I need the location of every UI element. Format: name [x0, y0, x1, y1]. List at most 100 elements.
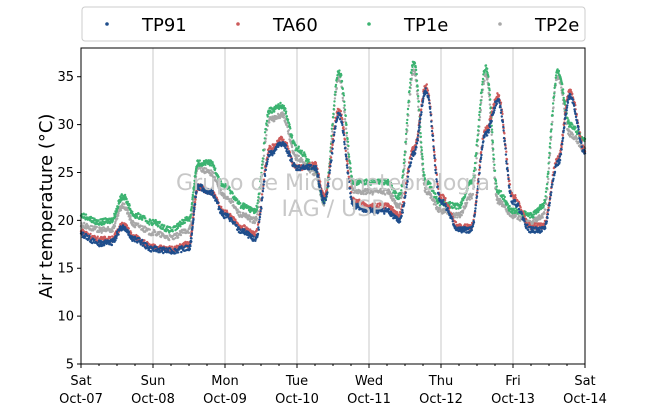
data-point	[465, 204, 468, 207]
data-point	[421, 162, 425, 165]
data-point	[257, 228, 260, 231]
data-point	[480, 88, 484, 92]
data-point	[151, 233, 155, 237]
data-point	[551, 110, 554, 113]
data-point	[477, 118, 481, 122]
data-point	[479, 103, 482, 106]
data-point	[256, 213, 259, 216]
data-point	[415, 79, 419, 82]
data-point	[389, 181, 393, 185]
data-point	[297, 145, 300, 148]
data-point	[417, 95, 420, 98]
data-point	[575, 137, 579, 141]
data-point	[228, 186, 231, 189]
data-point	[477, 125, 480, 128]
data-point	[343, 111, 346, 114]
data-point	[188, 219, 191, 222]
data-point	[346, 166, 349, 169]
data-point	[492, 153, 495, 156]
data-point	[256, 199, 260, 202]
data-point	[419, 135, 423, 138]
data-point	[547, 177, 550, 181]
data-point	[331, 130, 334, 133]
data-point	[403, 158, 406, 161]
data-point	[432, 189, 435, 193]
data-point	[549, 138, 553, 141]
data-point	[456, 216, 459, 219]
data-point	[544, 190, 548, 193]
data-point	[265, 119, 269, 123]
data-point	[333, 93, 337, 96]
data-point	[308, 171, 312, 174]
data-point	[574, 135, 578, 138]
data-point	[566, 117, 569, 120]
data-point	[263, 137, 266, 140]
data-point	[409, 77, 412, 81]
data-point	[314, 165, 318, 168]
data-point	[548, 154, 551, 157]
data-point	[553, 92, 556, 95]
data-point	[465, 191, 468, 195]
data-point	[462, 199, 465, 202]
data-point	[406, 113, 409, 116]
data-point	[189, 244, 192, 248]
data-point	[333, 100, 336, 103]
data-point	[137, 212, 140, 215]
data-point	[551, 102, 555, 105]
data-point	[223, 187, 226, 191]
data-point	[257, 220, 261, 224]
data-point	[497, 94, 501, 97]
data-point	[548, 151, 551, 155]
data-point	[489, 117, 493, 120]
data-point	[192, 191, 195, 194]
data-point	[330, 159, 333, 162]
data-point	[546, 181, 550, 184]
data-point	[342, 94, 346, 97]
data-point	[428, 191, 431, 194]
data-point	[463, 195, 467, 198]
data-point	[505, 150, 508, 153]
data-point	[289, 154, 292, 158]
data-point	[260, 163, 264, 166]
data-point	[519, 219, 522, 222]
data-point	[179, 225, 182, 228]
data-point	[414, 68, 418, 72]
data-point	[420, 149, 423, 152]
data-point	[193, 208, 196, 211]
data-point	[204, 167, 208, 170]
data-point	[541, 216, 544, 219]
data-point	[373, 181, 377, 185]
data-point	[369, 183, 372, 186]
data-point	[163, 224, 166, 227]
data-point	[480, 91, 483, 94]
data-point	[399, 192, 403, 195]
data-point	[431, 187, 434, 190]
data-point	[383, 183, 386, 186]
data-point	[449, 201, 452, 205]
data-point	[258, 218, 261, 221]
data-point	[346, 137, 349, 141]
data-point	[434, 203, 437, 206]
data-point	[145, 242, 148, 245]
data-point	[394, 191, 398, 194]
data-point	[303, 151, 306, 154]
data-point	[330, 134, 333, 138]
data-point	[345, 131, 349, 135]
data-point	[471, 192, 475, 196]
data-point	[444, 197, 447, 200]
data-point	[329, 164, 332, 168]
data-point	[322, 204, 326, 207]
data-point	[180, 245, 183, 248]
data-point	[346, 140, 350, 143]
data-point	[508, 204, 511, 208]
data-point	[188, 247, 192, 251]
data-point	[157, 224, 160, 227]
data-point	[252, 235, 255, 238]
data-point	[187, 231, 191, 234]
data-point	[478, 164, 481, 167]
data-point	[405, 121, 409, 125]
data-point	[266, 115, 269, 118]
data-point	[117, 214, 120, 217]
data-point	[260, 183, 263, 186]
data-point	[475, 143, 478, 147]
